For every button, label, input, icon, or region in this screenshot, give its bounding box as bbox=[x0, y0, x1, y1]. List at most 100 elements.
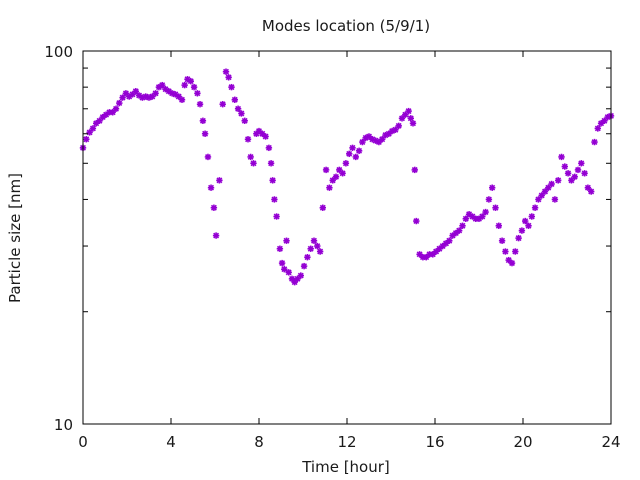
data-point bbox=[116, 99, 123, 107]
data-point bbox=[216, 177, 223, 184]
data-point bbox=[112, 105, 120, 112]
data-point bbox=[238, 110, 245, 117]
data-point bbox=[300, 262, 308, 270]
data-point bbox=[574, 166, 582, 174]
x-axis: 0 4 8 12 16 20 24 bbox=[78, 51, 621, 451]
x-tick-label: 12 bbox=[337, 433, 356, 451]
data-point bbox=[352, 153, 359, 161]
data-point bbox=[558, 153, 565, 161]
data-point bbox=[411, 166, 418, 174]
data-point bbox=[255, 127, 263, 135]
data-points bbox=[79, 68, 615, 286]
data-point bbox=[244, 136, 252, 143]
data-point bbox=[219, 101, 226, 108]
x-tick-label: 16 bbox=[425, 433, 444, 451]
data-point bbox=[271, 196, 278, 203]
data-point bbox=[346, 150, 353, 158]
data-point bbox=[212, 232, 220, 239]
data-point bbox=[269, 177, 276, 184]
data-point bbox=[234, 105, 242, 112]
y-axis: 10 100 bbox=[44, 43, 611, 434]
data-point bbox=[326, 184, 333, 191]
data-point bbox=[349, 144, 356, 152]
y-tick-label: 100 bbox=[44, 43, 73, 61]
data-point bbox=[259, 130, 266, 137]
data-point bbox=[332, 173, 340, 180]
data-point bbox=[225, 74, 232, 81]
data-point bbox=[512, 248, 519, 255]
data-point bbox=[241, 117, 248, 124]
data-point bbox=[456, 227, 463, 234]
data-point bbox=[442, 240, 450, 247]
data-point bbox=[409, 120, 417, 127]
data-point bbox=[210, 204, 218, 211]
data-point bbox=[498, 237, 506, 244]
data-point bbox=[489, 184, 496, 191]
data-point bbox=[581, 170, 588, 177]
data-point bbox=[178, 96, 186, 103]
data-point bbox=[322, 166, 330, 174]
data-point bbox=[262, 133, 269, 140]
data-point bbox=[307, 245, 314, 252]
data-point bbox=[462, 215, 469, 222]
data-point bbox=[278, 259, 286, 267]
x-tick-label: 0 bbox=[78, 433, 88, 451]
data-point bbox=[495, 222, 502, 229]
plot-frame bbox=[82, 50, 612, 425]
data-point bbox=[273, 213, 280, 220]
data-point bbox=[99, 113, 106, 121]
data-point bbox=[228, 83, 235, 91]
data-point bbox=[528, 213, 535, 220]
data-point bbox=[531, 204, 539, 211]
data-point bbox=[395, 122, 402, 130]
data-point bbox=[518, 227, 526, 234]
x-tick-label: 20 bbox=[513, 433, 532, 451]
x-tick-label: 24 bbox=[601, 433, 620, 451]
data-point bbox=[267, 160, 275, 167]
y-tick-label: 10 bbox=[54, 416, 73, 434]
data-point bbox=[551, 196, 559, 203]
data-point bbox=[102, 111, 110, 118]
data-point bbox=[571, 173, 578, 180]
data-point bbox=[83, 136, 90, 143]
data-point bbox=[413, 217, 420, 225]
data-point bbox=[199, 117, 207, 124]
data-point bbox=[561, 163, 568, 170]
data-point bbox=[152, 90, 159, 97]
data-point bbox=[485, 196, 493, 203]
data-point bbox=[285, 269, 292, 276]
data-point bbox=[204, 153, 212, 161]
data-point bbox=[310, 237, 318, 244]
data-point bbox=[568, 177, 575, 184]
y-axis-label: Particle size [nm] bbox=[6, 173, 24, 303]
data-point bbox=[502, 248, 509, 255]
data-point bbox=[281, 266, 288, 273]
data-point bbox=[231, 96, 238, 103]
data-point bbox=[201, 130, 209, 137]
data-point bbox=[187, 77, 194, 85]
data-point bbox=[459, 222, 466, 229]
data-point bbox=[304, 254, 311, 261]
data-point bbox=[89, 125, 97, 132]
chart-title: Modes location (5/9/1) bbox=[262, 17, 430, 35]
data-point bbox=[479, 213, 486, 220]
data-point bbox=[190, 83, 198, 91]
data-point bbox=[594, 125, 601, 132]
data-point bbox=[446, 237, 453, 244]
data-point bbox=[407, 115, 414, 122]
data-point bbox=[508, 259, 516, 267]
data-point bbox=[555, 177, 562, 184]
data-point bbox=[207, 184, 215, 191]
x-tick-label: 4 bbox=[166, 433, 176, 451]
data-point bbox=[196, 101, 204, 108]
data-point bbox=[591, 138, 598, 146]
data-point bbox=[314, 242, 321, 250]
data-point bbox=[564, 170, 572, 177]
data-point bbox=[316, 248, 324, 255]
data-point bbox=[584, 184, 592, 191]
data-point bbox=[482, 208, 489, 216]
x-tick-label: 8 bbox=[254, 433, 264, 451]
data-point bbox=[548, 180, 555, 188]
data-point bbox=[492, 204, 499, 211]
